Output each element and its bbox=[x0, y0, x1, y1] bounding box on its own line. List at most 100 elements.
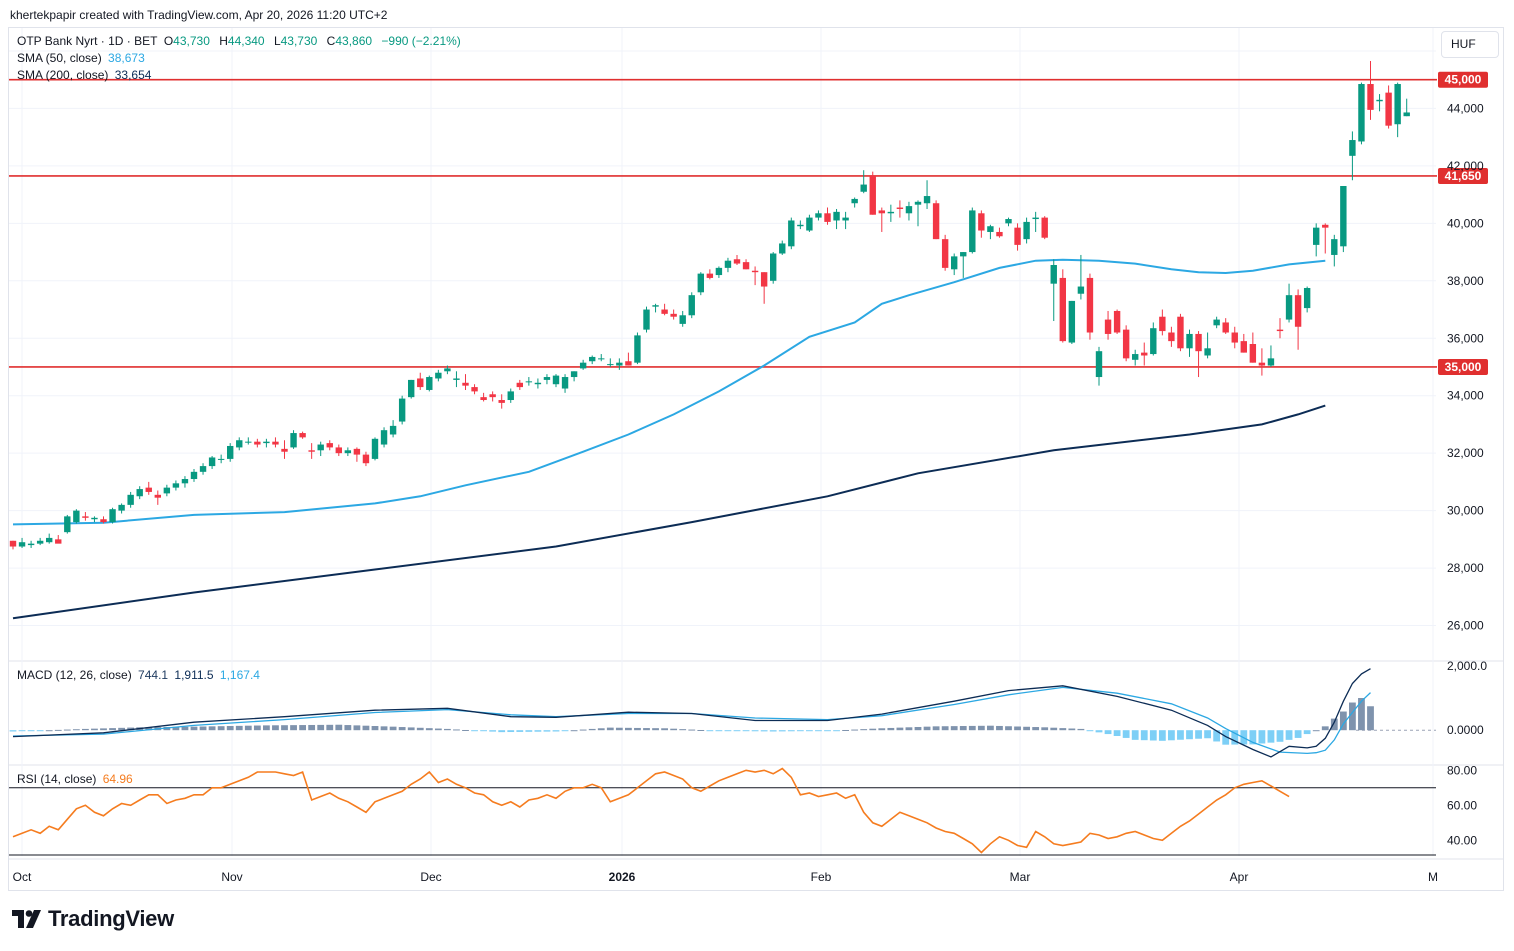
candle-body bbox=[1032, 217, 1039, 220]
candle-body bbox=[616, 362, 623, 366]
symbol-legend-row: OTP Bank Nyrt · 1D · BET O43,730 H44,340… bbox=[17, 33, 464, 50]
candle-body bbox=[1141, 352, 1148, 356]
macd-histogram-bar bbox=[36, 730, 44, 732]
candle-body bbox=[371, 438, 379, 459]
macd-histogram-bar bbox=[100, 728, 107, 731]
candle-body bbox=[1195, 333, 1202, 352]
candle-body bbox=[272, 441, 279, 445]
candle-body bbox=[1358, 84, 1365, 142]
candle-body bbox=[860, 184, 867, 192]
macd-histogram-bar bbox=[371, 726, 379, 731]
macd-histogram-bar bbox=[634, 727, 641, 731]
candle-body bbox=[9, 540, 17, 547]
macd-legend[interactable]: MACD (12, 26, close) 744.1 1,911.5 1,167… bbox=[17, 667, 263, 684]
candle-body bbox=[987, 226, 994, 232]
candle-body bbox=[344, 450, 352, 454]
candle-body bbox=[1403, 112, 1410, 117]
macd-histogram-bar bbox=[715, 730, 723, 732]
macd-histogram-bar bbox=[145, 727, 153, 731]
macd-histogram-bar bbox=[1321, 726, 1329, 731]
macd-histogram-bar bbox=[625, 727, 632, 731]
macd-histogram-bar bbox=[869, 728, 877, 731]
candle-body bbox=[326, 443, 333, 448]
candle-body bbox=[1276, 329, 1284, 332]
candle-body bbox=[815, 213, 822, 218]
candle-body bbox=[254, 441, 261, 445]
macd-histogram-bar bbox=[815, 730, 822, 732]
macd-tick-label: 2,000.0 bbox=[1447, 659, 1487, 673]
candle-body bbox=[444, 368, 451, 372]
candle-body bbox=[932, 203, 940, 240]
price-legend: OTP Bank Nyrt · 1D · BET O43,730 H44,340… bbox=[17, 33, 464, 84]
candle-body bbox=[715, 267, 723, 276]
candle-body bbox=[145, 487, 152, 492]
macd-histogram-bar bbox=[923, 726, 931, 731]
candle-body bbox=[516, 382, 523, 388]
candle-body bbox=[227, 445, 234, 459]
candle-body bbox=[480, 397, 487, 401]
macd-histogram-bar bbox=[824, 730, 831, 732]
chart-caption: khertekpapir created with TradingView.co… bbox=[10, 8, 388, 22]
macd-histogram-bar bbox=[1186, 730, 1193, 740]
candle-body bbox=[1249, 344, 1257, 363]
candle-body bbox=[697, 273, 704, 293]
macd-histogram-bar bbox=[489, 730, 497, 732]
sma200-value: 33,654 bbox=[114, 68, 152, 82]
candle-body bbox=[797, 224, 804, 227]
time-tick-label: Nov bbox=[221, 870, 242, 884]
macd-histogram-bar bbox=[253, 725, 261, 731]
currency-button[interactable]: HUF bbox=[1441, 31, 1499, 58]
macd-histogram-bar bbox=[226, 726, 234, 731]
time-tick-label: Feb bbox=[811, 870, 832, 884]
macd-histogram-bar bbox=[1077, 728, 1085, 731]
macd-line-value: 1,911.5 bbox=[174, 668, 214, 682]
time-tick-label: Dec bbox=[420, 870, 441, 884]
candle-body bbox=[634, 335, 641, 363]
sma50-label: SMA (50, close) bbox=[17, 51, 102, 65]
horizontal-level-label: 45,000 bbox=[1445, 73, 1482, 87]
sma200-legend-row[interactable]: SMA (200, close) 33,654 bbox=[17, 67, 464, 84]
macd-histogram-bar bbox=[697, 729, 705, 731]
macd-histogram-bar bbox=[208, 726, 216, 731]
candle-body bbox=[299, 433, 306, 438]
macd-histogram-bar bbox=[1177, 730, 1184, 740]
price-tick-label: 44,000 bbox=[1447, 101, 1484, 115]
macd-histogram-bar bbox=[679, 729, 687, 731]
macd-histogram-bar bbox=[1258, 730, 1266, 744]
macd-histogram-bar bbox=[1113, 730, 1121, 736]
candle-body bbox=[1041, 217, 1048, 238]
rsi-tick-label: 80.00 bbox=[1447, 763, 1477, 777]
candle-body bbox=[127, 494, 134, 505]
horizontal-level-label: 35,000 bbox=[1445, 360, 1482, 374]
candle-body bbox=[996, 231, 1003, 237]
macd-histogram-bar bbox=[244, 725, 252, 731]
sma50-legend-row[interactable]: SMA (50, close) 38,673 bbox=[17, 50, 464, 67]
candle-body bbox=[1267, 358, 1275, 366]
macd-histogram-bar bbox=[217, 726, 225, 731]
macd-histogram-bar bbox=[661, 728, 668, 731]
macd-histogram-bar bbox=[959, 726, 967, 731]
candle-body bbox=[1132, 354, 1139, 360]
candle-body bbox=[73, 510, 80, 523]
macd-histogram-bar bbox=[588, 728, 596, 731]
candle-body bbox=[136, 489, 143, 497]
macd-histogram-bar bbox=[1213, 730, 1221, 742]
rsi-legend[interactable]: RSI (14, close) 64.96 bbox=[17, 771, 136, 788]
candle-body bbox=[706, 273, 714, 278]
macd-histogram-bar bbox=[281, 725, 288, 731]
rsi-label: RSI (14, close) bbox=[17, 772, 97, 786]
macd-histogram-bar bbox=[932, 726, 940, 731]
rsi-tick-label: 60.00 bbox=[1447, 798, 1477, 812]
macd-histogram-bar bbox=[1059, 728, 1067, 731]
macd-histogram-bar bbox=[1149, 730, 1157, 741]
symbol-title[interactable]: OTP Bank Nyrt · 1D · BET bbox=[17, 34, 158, 48]
macd-histogram-bar bbox=[606, 727, 614, 731]
candle-body bbox=[1385, 92, 1392, 126]
candle-body bbox=[353, 448, 361, 455]
macd-histogram-bar bbox=[1349, 702, 1356, 731]
candle-body bbox=[46, 537, 53, 543]
macd-histogram-bar bbox=[1104, 730, 1112, 735]
candle-body bbox=[923, 196, 931, 204]
macd-histogram-bar bbox=[579, 729, 587, 731]
